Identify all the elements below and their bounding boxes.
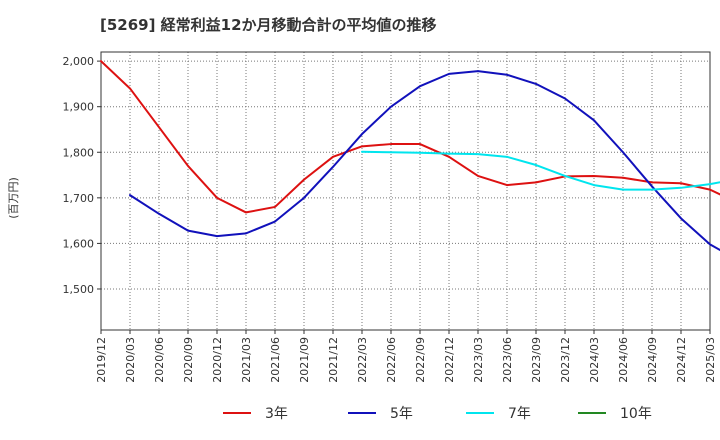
x-tick-label: 2025/03 xyxy=(704,337,717,383)
plot-background xyxy=(101,52,710,330)
x-tick-label: 2023/12 xyxy=(559,337,572,383)
legend-label-10年: 10年 xyxy=(620,406,652,422)
x-tick-label: 2022/12 xyxy=(443,337,456,383)
y-tick-label: 1,600 xyxy=(63,237,95,250)
legend: 3年 5年 7年 10年 xyxy=(223,406,652,422)
legend-label-3年: 3年 xyxy=(265,406,288,422)
plot-frame xyxy=(100,51,711,331)
series-line-5年 xyxy=(129,70,720,252)
x-tick-label: 2019/12 xyxy=(95,337,108,383)
y-axis-label: (百万円) xyxy=(7,177,20,219)
legend-label-5年: 5年 xyxy=(390,406,413,422)
x-tick-label: 2021/03 xyxy=(240,337,253,383)
y-tick-label: 2,000 xyxy=(63,55,95,68)
y-tick-label: 1,700 xyxy=(63,192,95,205)
plot-area: 1,500 1,600 1,700 1,800 1,900 2,000 2019/12 202… xyxy=(63,51,720,383)
series-line-3年 xyxy=(100,60,720,214)
series-line-7年 xyxy=(361,150,720,191)
x-tick-label: 2021/09 xyxy=(298,337,311,383)
x-tick-label: 2024/03 xyxy=(588,337,601,383)
x-tick-label: 2021/12 xyxy=(327,337,340,383)
chart-title: [5269] 経常利益12か月移動合計の平均値の推移 xyxy=(100,16,437,34)
x-tick-label: 2023/09 xyxy=(530,337,543,383)
x-tick-label: 2020/06 xyxy=(153,337,166,383)
y-tick-label: 1,900 xyxy=(63,101,95,114)
y-tick-label: 1,800 xyxy=(63,146,95,159)
x-tick-label: 2023/06 xyxy=(501,337,514,383)
x-tick-label: 2023/03 xyxy=(472,337,485,383)
x-tick-label: 2022/03 xyxy=(356,337,369,383)
x-tick-label: 2022/06 xyxy=(385,337,398,383)
x-tick-label: 2022/09 xyxy=(414,337,427,383)
y-tick-label: 1,500 xyxy=(63,283,95,296)
x-tick-label: 2024/06 xyxy=(617,337,630,383)
x-tick-label: 2024/09 xyxy=(646,337,659,383)
x-tick-label: 2020/12 xyxy=(211,337,224,383)
legend-label-7年: 7年 xyxy=(508,406,531,422)
x-tick-label: 2024/12 xyxy=(675,337,688,383)
x-tick-label: 2020/03 xyxy=(124,337,137,383)
x-tick-label: 2020/09 xyxy=(182,337,195,383)
x-tick-label: 2021/06 xyxy=(269,337,282,383)
